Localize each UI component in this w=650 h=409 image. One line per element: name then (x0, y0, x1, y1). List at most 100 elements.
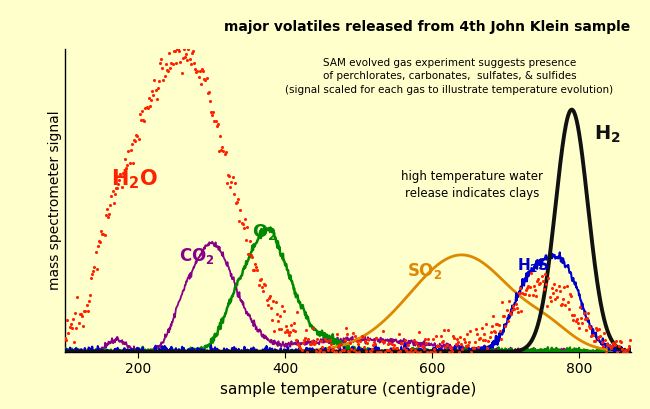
Point (419, 346, 429, 352)
Point (540, 271, 550, 277)
Point (356, 333, 367, 339)
Point (229, 180, 240, 186)
Point (141, 104, 151, 110)
Point (400, 337, 410, 343)
Point (320, 336, 331, 343)
Point (549, 281, 559, 288)
Point (431, 333, 441, 339)
Point (435, 348, 445, 355)
Point (180, 53, 190, 60)
Point (456, 341, 467, 348)
Point (595, 333, 606, 340)
Point (341, 325, 351, 331)
Point (377, 338, 387, 344)
Point (159, 77, 169, 84)
Point (621, 348, 632, 355)
Point (280, 328, 290, 335)
Point (266, 305, 276, 311)
Point (217, 143, 228, 150)
Point (410, 346, 420, 353)
Point (237, 221, 248, 228)
Point (497, 299, 507, 305)
Point (398, 344, 409, 351)
Point (225, 184, 235, 190)
Point (367, 345, 377, 352)
Point (471, 326, 481, 332)
Point (610, 342, 620, 348)
Point (553, 283, 564, 289)
Point (513, 309, 523, 315)
Point (136, 117, 146, 124)
Point (303, 335, 313, 342)
Point (275, 313, 285, 319)
Point (534, 281, 545, 288)
Point (119, 170, 129, 177)
Point (302, 348, 313, 355)
Point (501, 306, 512, 313)
Point (548, 290, 558, 297)
Point (592, 327, 603, 334)
Point (362, 339, 372, 346)
Point (562, 283, 572, 289)
Point (450, 340, 461, 347)
Point (365, 348, 376, 355)
Point (75, 311, 85, 317)
Point (159, 73, 170, 80)
Point (104, 211, 114, 218)
Point (254, 281, 264, 288)
Point (203, 89, 214, 96)
Point (487, 323, 497, 330)
Point (408, 337, 419, 343)
Point (224, 173, 235, 180)
Point (517, 290, 528, 296)
Point (311, 348, 322, 354)
Point (113, 180, 124, 187)
Point (380, 348, 391, 355)
Point (173, 46, 183, 52)
Point (95, 239, 105, 245)
Point (578, 309, 589, 316)
Point (583, 310, 593, 317)
Point (312, 336, 322, 342)
Point (386, 348, 396, 355)
Point (440, 344, 450, 350)
Point (174, 47, 185, 54)
Point (527, 292, 538, 299)
Point (189, 60, 200, 67)
Point (551, 286, 562, 293)
Point (371, 335, 382, 342)
Point (567, 311, 577, 318)
Point (429, 345, 439, 352)
Point (172, 46, 182, 52)
Point (373, 348, 384, 355)
Point (353, 341, 363, 347)
Point (111, 185, 121, 191)
Point (105, 202, 116, 208)
Point (470, 339, 480, 345)
Point (84, 292, 95, 298)
Point (443, 326, 453, 333)
Point (251, 264, 261, 270)
Point (246, 252, 256, 258)
Point (272, 318, 283, 324)
Point (486, 329, 496, 336)
Point (446, 345, 456, 351)
Point (515, 285, 525, 292)
Point (507, 307, 517, 313)
Point (246, 254, 257, 261)
Point (505, 310, 515, 316)
Point (145, 103, 155, 109)
Point (313, 348, 324, 355)
Point (309, 341, 319, 348)
Point (545, 297, 556, 304)
Point (176, 70, 187, 76)
Point (138, 117, 148, 123)
Point (591, 325, 601, 332)
Point (521, 286, 531, 293)
Point (97, 230, 107, 237)
Point (582, 315, 592, 321)
Point (482, 345, 493, 351)
Point (276, 326, 287, 332)
Point (597, 342, 608, 349)
Point (523, 283, 533, 289)
